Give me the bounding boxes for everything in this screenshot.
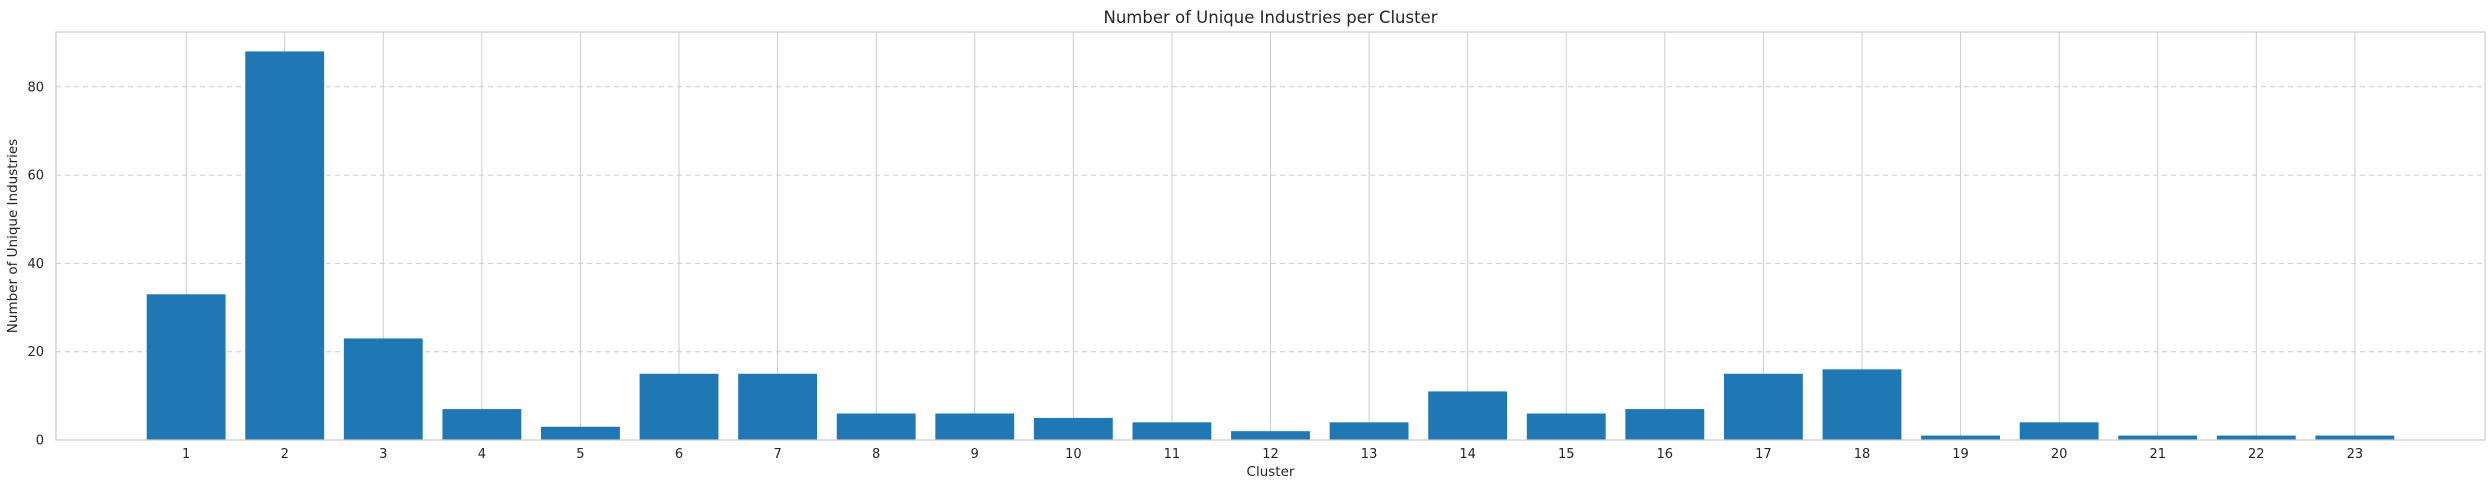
x-tick-label: 16: [1657, 447, 1674, 462]
x-tick-label: 17: [1755, 447, 1772, 462]
bar-cluster-8: [836, 413, 916, 440]
bar-cluster-22: [2216, 435, 2296, 440]
bar-cluster-3: [343, 338, 423, 440]
x-tick-label: 11: [1164, 447, 1181, 462]
bar-cluster-11: [1132, 422, 1212, 440]
y-axis-label: Number of Unique Industries: [5, 139, 21, 333]
x-tick-label: 8: [872, 447, 880, 462]
x-tick-label: 14: [1459, 447, 1476, 462]
y-tick-label: 60: [27, 169, 44, 184]
bar-cluster-13: [1329, 422, 1409, 440]
x-tick-label: 23: [2347, 447, 2364, 462]
x-tick-label: 10: [1065, 447, 1082, 462]
x-tick-label: 22: [2248, 447, 2265, 462]
x-tick-label: 15: [1558, 447, 1575, 462]
x-tick-label: 6: [675, 447, 683, 462]
x-tick-label: 20: [2051, 447, 2068, 462]
bar-cluster-2: [245, 51, 325, 441]
bar-cluster-5: [541, 426, 620, 440]
x-tick-label: 12: [1262, 447, 1279, 462]
y-tick-label: 40: [27, 257, 44, 272]
y-tick-label: 80: [27, 80, 44, 95]
bar-cluster-4: [442, 409, 522, 440]
x-tick-label: 19: [1952, 447, 1969, 462]
bar-cluster-18: [1822, 369, 1902, 440]
x-tick-label: 3: [379, 447, 387, 462]
x-tick-label: 21: [2149, 447, 2166, 462]
bar-cluster-1: [146, 294, 226, 440]
chart-title: Number of Unique Industries per Cluster: [1103, 8, 1437, 27]
y-tick-label: 0: [36, 434, 44, 449]
x-tick-label: 7: [773, 447, 781, 462]
x-tick-label: 9: [971, 447, 979, 462]
x-tick-label: 13: [1361, 447, 1378, 462]
grid: [56, 32, 2485, 440]
x-tick-label: 4: [478, 447, 486, 462]
bar-cluster-20: [2019, 422, 2099, 440]
bar-cluster-15: [1526, 413, 1606, 440]
bar-cluster-6: [639, 373, 719, 440]
bars: [146, 51, 2395, 441]
x-tick-label: 1: [182, 447, 190, 462]
bar-cluster-16: [1625, 409, 1705, 440]
bar-cluster-9: [935, 413, 1015, 440]
y-tick-label: 20: [27, 345, 44, 360]
x-tick-label: 2: [281, 447, 289, 462]
bar-cluster-14: [1428, 391, 1508, 440]
bar-cluster-19: [1921, 435, 2000, 440]
bar-cluster-23: [2315, 435, 2395, 440]
x-tick-label: 5: [576, 447, 584, 462]
x-ticks: 1 2 3 4 5 6 7 8 9 10 11 12 13 14 15 16 17 18 19 20 21 22 23: [182, 447, 2363, 462]
bar-cluster-21: [2118, 435, 2198, 440]
bar-cluster-17: [1723, 373, 1803, 440]
bar-cluster-12: [1231, 431, 1310, 440]
y-ticks: 0 20 40 60 80: [27, 80, 44, 448]
bar-cluster-7: [738, 373, 818, 440]
plot-frame: [55, 31, 2486, 441]
x-axis-label: Cluster: [1247, 464, 1295, 480]
bar-cluster-10: [1033, 417, 1113, 440]
x-tick-label: 18: [1854, 447, 1871, 462]
